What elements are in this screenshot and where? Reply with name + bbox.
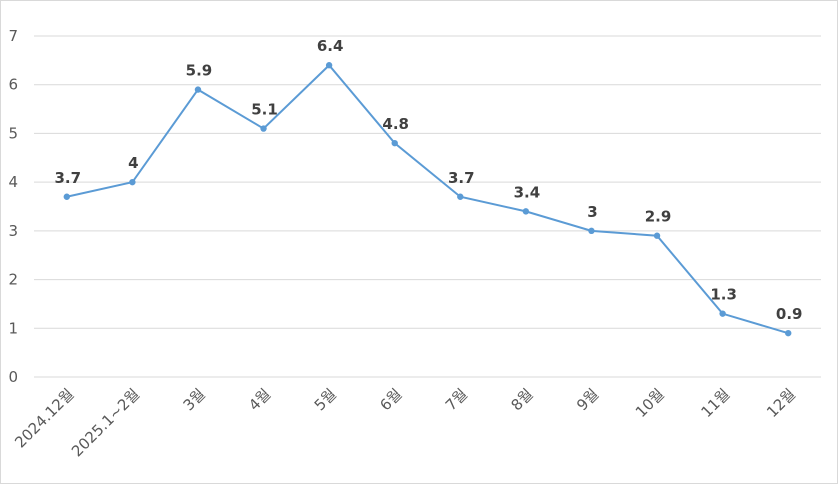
y-tick-label: 6	[8, 76, 18, 94]
data-point	[194, 86, 202, 93]
x-tick-label: 12월	[763, 385, 799, 421]
x-tick-label: 10월	[632, 385, 668, 421]
series	[63, 62, 792, 337]
y-tick-label: 4	[8, 173, 18, 191]
x-tick-label: 4월	[245, 385, 274, 414]
x-tick-label: 5월	[311, 385, 340, 414]
y-tick-label: 3	[8, 222, 18, 240]
x-tick-label: 9월	[573, 385, 602, 414]
data-point	[785, 329, 792, 337]
data-label: 3.7	[448, 169, 475, 187]
data-label: 4.8	[382, 115, 409, 133]
data-label: 1.3	[710, 286, 737, 304]
y-tick-label: 1	[8, 319, 18, 337]
data-label: 3.4	[514, 183, 541, 201]
data-label: 5.9	[186, 62, 213, 80]
data-point	[129, 178, 136, 186]
x-tick-label: 11월	[697, 385, 733, 421]
data-point	[522, 208, 530, 215]
y-tick-label: 5	[8, 124, 18, 142]
x-tick-label: 7월	[442, 385, 471, 414]
gridlines	[34, 35, 821, 378]
data-point	[719, 310, 726, 317]
data-label: 5.1	[251, 101, 278, 119]
series-line	[66, 63, 789, 335]
data-point	[588, 227, 595, 235]
x-tick-label: 6월	[376, 385, 405, 414]
y-tick-label: 0	[8, 368, 18, 386]
x-tick-label: 3월	[180, 385, 209, 414]
data-point	[260, 125, 267, 132]
data-labels: 3.7 4 5.9 5.1 6.4 4.8 3.7 3.4 3 2.9 1.3 0.9	[55, 37, 803, 323]
data-label: 2.9	[645, 208, 672, 226]
data-point	[457, 193, 464, 200]
data-label: 0.9	[776, 305, 803, 323]
data-point	[325, 62, 333, 69]
data-point	[63, 193, 70, 200]
data-label: 3.7	[55, 169, 82, 187]
y-tick-label: 2	[8, 271, 18, 289]
data-label: 4	[128, 154, 138, 172]
data-label: 3	[587, 203, 597, 221]
y-tick-label: 7	[8, 27, 18, 45]
x-tick-label: 2025.1~2월	[68, 385, 143, 460]
x-tick-label: 8월	[507, 385, 536, 414]
data-point	[653, 232, 661, 239]
data-label: 6.4	[317, 37, 344, 55]
x-tick-label: 2024.12월	[11, 385, 77, 451]
y-axis: 0 1 2 3 4 5 6 7	[8, 27, 18, 386]
data-point	[391, 139, 398, 147]
